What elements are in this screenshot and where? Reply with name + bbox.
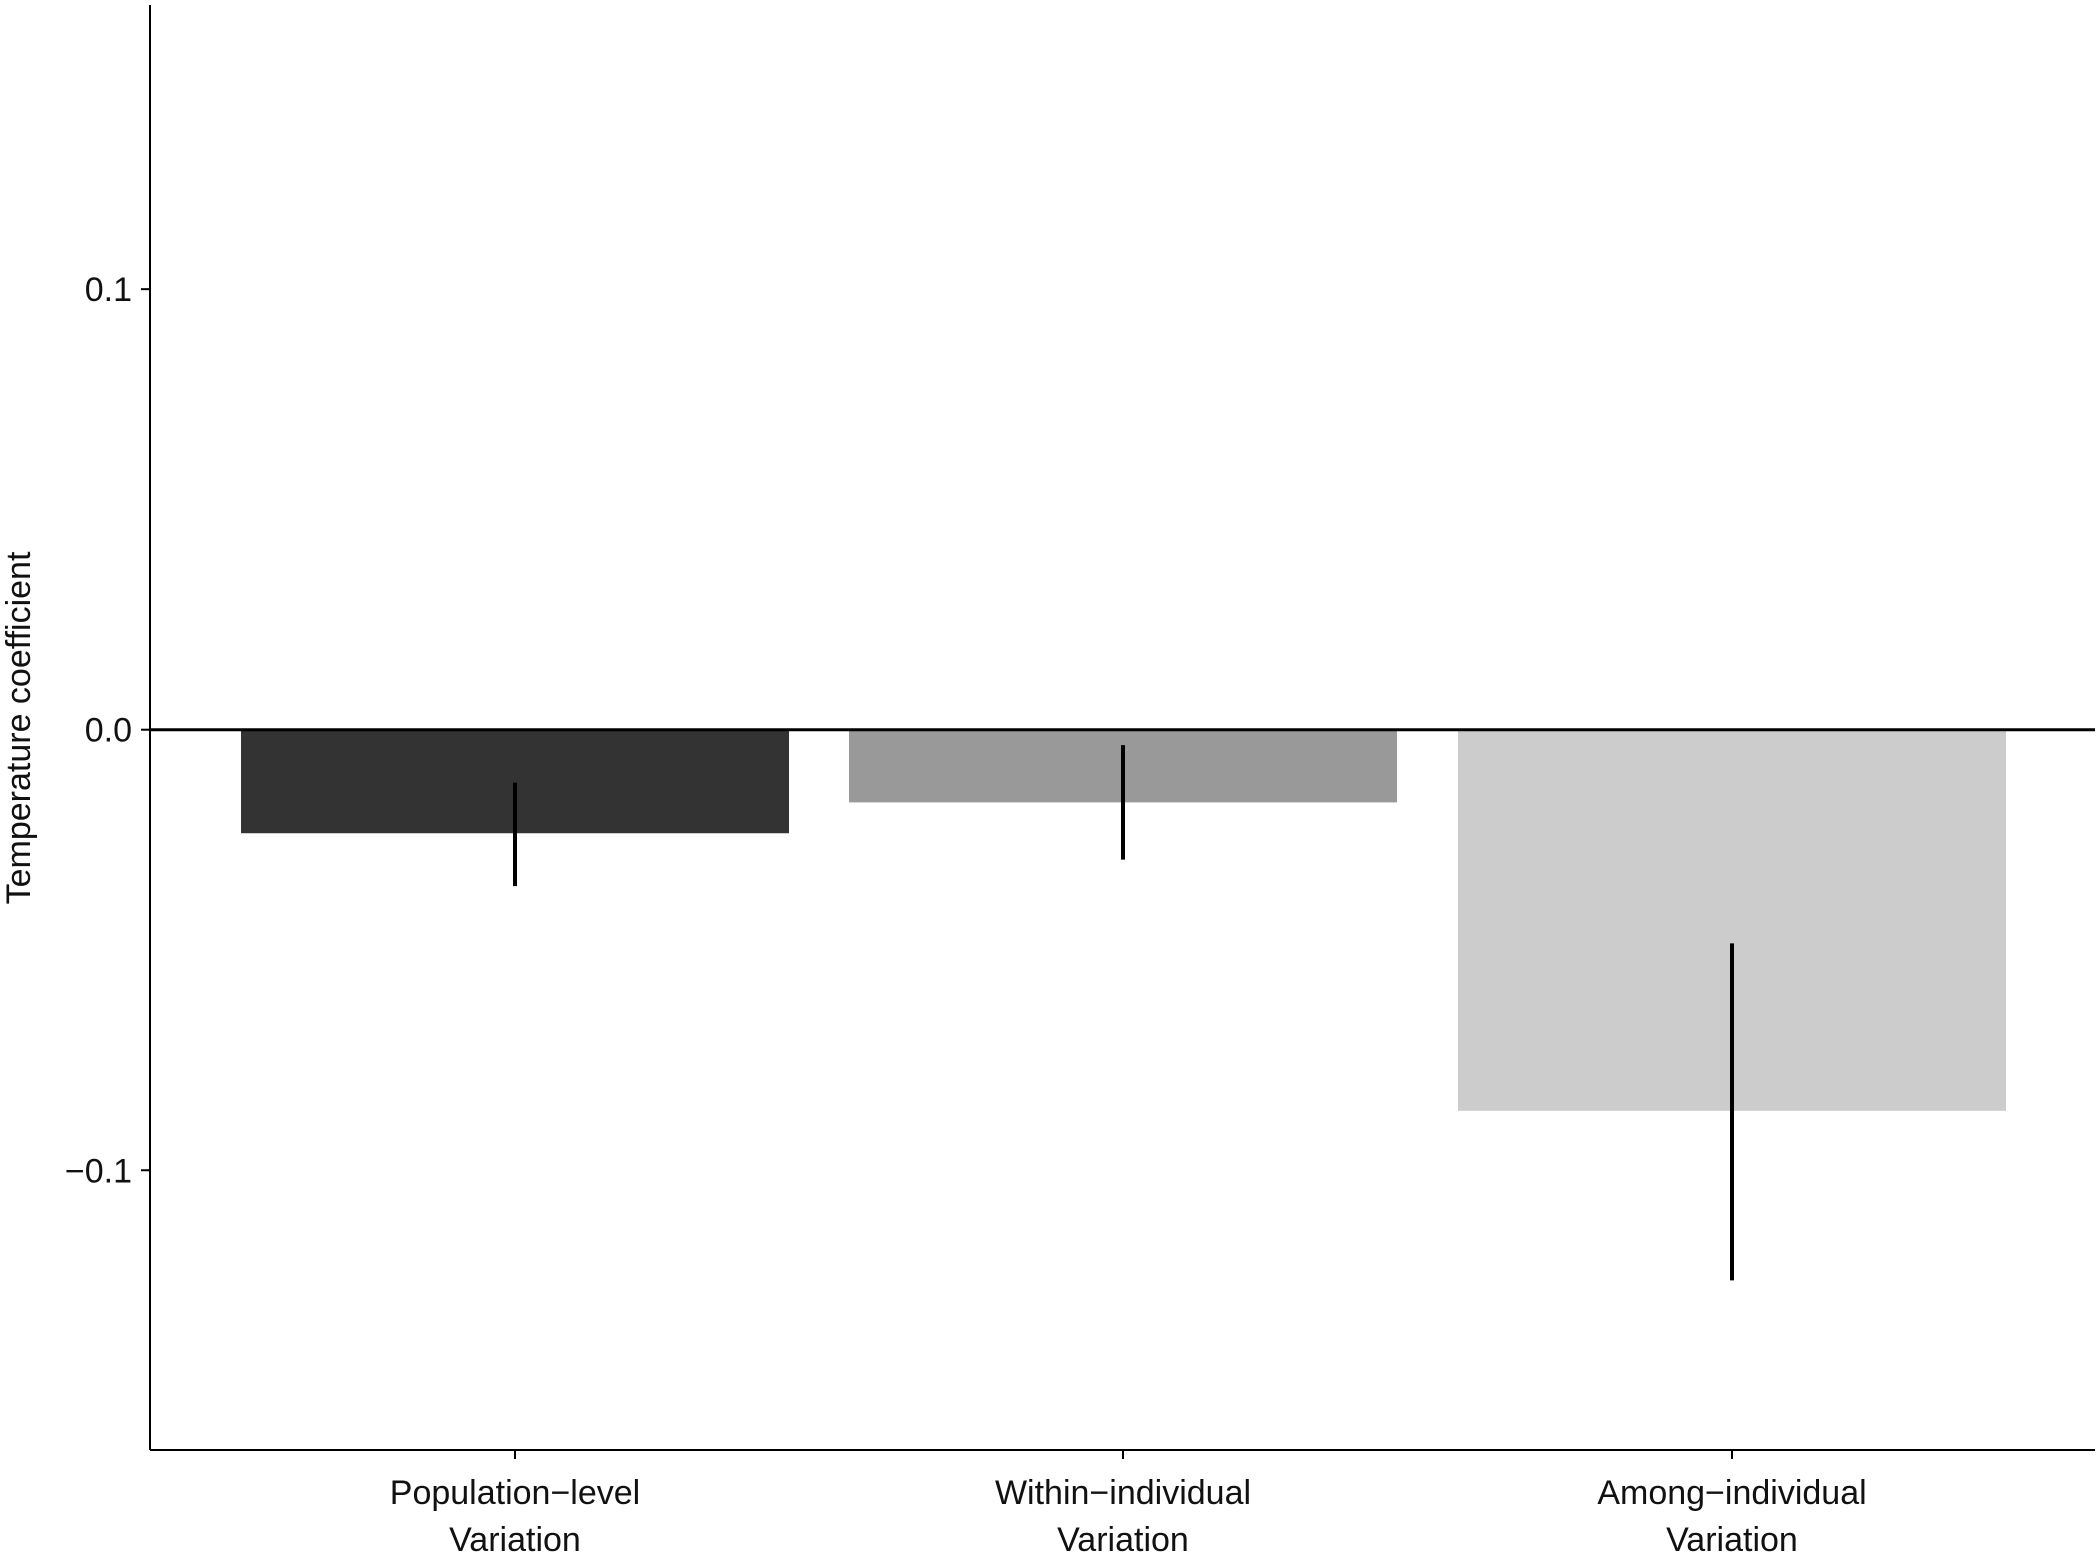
x-tick-label-2-line-2: Variation [1057,1521,1189,1556]
labels-layer: Temperature coefficient 0.1 0.0 −0.1 Popula… [0,271,1867,1556]
y-tick-label-2: 0.0 [85,712,132,750]
x-tick-label-1-line-2: Variation [449,1521,581,1556]
axes-layer [141,5,2095,1459]
x-tick-label-2-line-1: Within−individual [995,1474,1251,1512]
y-axis-title: Temperature coefficient [0,551,38,904]
x-tick-label-3-line-1: Among−individual [1597,1474,1866,1512]
y-tick-label-1: 0.1 [85,271,132,309]
x-tick-label-3-line-2: Variation [1666,1521,1798,1556]
error-bars-layer [513,745,1734,1281]
y-tick-label-3: −0.1 [65,1152,132,1190]
x-tick-label-1-line-1: Population−level [390,1474,640,1512]
